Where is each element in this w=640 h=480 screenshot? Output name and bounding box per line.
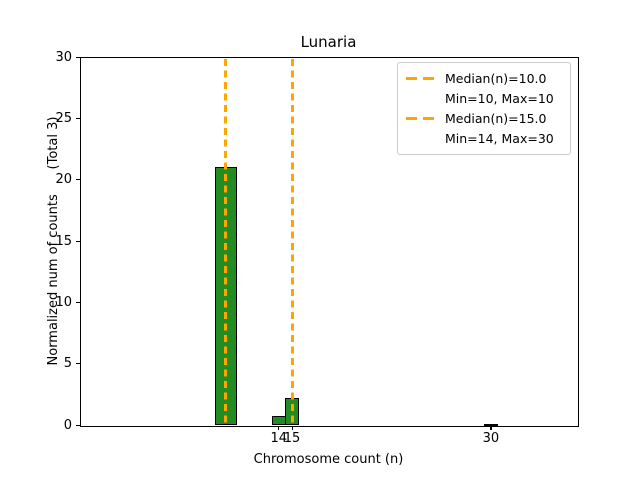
y-tick [76, 363, 80, 365]
y-tick-label: 20 [55, 172, 72, 188]
legend: Median(n)=10.0 Min=10, Max=10 Median(n)=15… [397, 62, 571, 155]
x-tick-label: 15 [283, 431, 301, 446]
legend-label: Median(n)=10.0 [445, 70, 547, 86]
x-tick [278, 426, 280, 430]
y-tick-label: 0 [63, 417, 72, 433]
median-line [290, 59, 294, 425]
histogram-bar [483, 423, 498, 426]
legend-empty-marker [406, 97, 436, 100]
y-tick-label: 5 [63, 356, 72, 372]
y-tick [76, 179, 80, 181]
y-tick [76, 240, 80, 242]
y-tick [76, 56, 80, 58]
y-tick-label: 30 [55, 49, 72, 65]
legend-entry: Median(n)=15.0 [406, 109, 562, 129]
legend-dash-marker [406, 117, 436, 121]
legend-dash-marker [406, 76, 436, 80]
legend-entry: Median(n)=10.0 [406, 68, 562, 88]
x-tick-label: 30 [482, 431, 500, 446]
y-tick [76, 424, 80, 426]
y-tick-label: 25 [55, 110, 72, 126]
y-tick-label: 10 [55, 294, 72, 310]
chart-title: Lunaria [300, 33, 357, 51]
x-axis-label: Chromosome count (n) [253, 452, 404, 467]
x-tick [490, 426, 492, 430]
legend-entry: Min=14, Max=30 [406, 129, 562, 149]
y-tick-label: 15 [55, 233, 72, 249]
histogram-bar [271, 416, 286, 425]
x-tick [291, 426, 293, 430]
y-tick [76, 301, 80, 304]
y-axis-label: Normalized num of counts (Total 3) [46, 116, 61, 366]
y-tick [76, 117, 80, 120]
legend-label: Min=10, Max=10 [445, 90, 554, 106]
median-line [224, 59, 228, 425]
x-tick-label: 14 [270, 431, 288, 446]
legend-empty-marker [406, 137, 436, 140]
legend-label: Median(n)=15.0 [445, 111, 547, 127]
legend-label: Min=14, Max=30 [445, 131, 554, 147]
legend-entry: Min=10, Max=10 [406, 88, 562, 108]
